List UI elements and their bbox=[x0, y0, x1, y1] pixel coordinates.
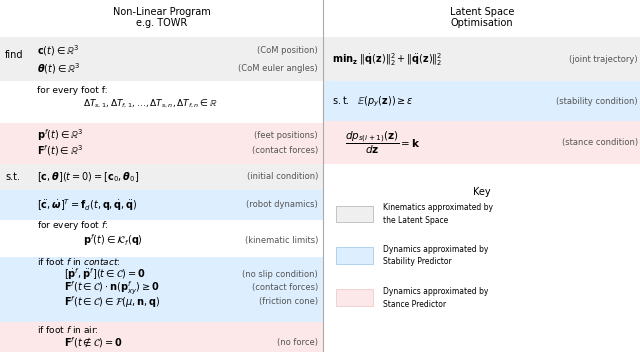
Text: $[\mathbf{c}, \boldsymbol{\theta}](t=0) = [\mathbf{c}_0, \boldsymbol{\theta}_0]$: $[\mathbf{c}, \boldsymbol{\theta}](t=0) … bbox=[37, 170, 140, 184]
Text: $\mathbf{p}^f(t) \in \mathcal{K}_f(\mathbf{q})$: $\mathbf{p}^f(t) \in \mathcal{K}_f(\math… bbox=[83, 232, 143, 248]
Bar bbox=[0, 164, 323, 190]
Bar bbox=[324, 121, 640, 164]
Text: e.g. TOWR: e.g. TOWR bbox=[136, 18, 188, 28]
Text: $\mathbf{min_z}\ \|\dot{\mathbf{q}}(\mathbf{z})\|_2^2 + \|\ddot{\mathbf{q}}(\mat: $\mathbf{min_z}\ \|\dot{\mathbf{q}}(\mat… bbox=[332, 51, 442, 68]
Text: Key: Key bbox=[474, 187, 491, 197]
Text: (contact forces): (contact forces) bbox=[252, 283, 318, 293]
Bar bbox=[324, 81, 640, 121]
Bar bbox=[0, 123, 323, 164]
Bar bbox=[336, 247, 373, 264]
Text: (CoM position): (CoM position) bbox=[257, 46, 318, 55]
Bar bbox=[336, 289, 373, 306]
Text: Optimisation: Optimisation bbox=[451, 18, 513, 28]
Text: (feet positions): (feet positions) bbox=[255, 131, 318, 140]
Text: $\mathbf{F}^f(t) \in \mathbb{R}^3$: $\mathbf{F}^f(t) \in \mathbb{R}^3$ bbox=[37, 143, 83, 158]
Text: (friction cone): (friction cone) bbox=[259, 297, 318, 306]
Text: $\mathbf{p}^f(t) \in \mathbb{R}^3$: $\mathbf{p}^f(t) \in \mathbb{R}^3$ bbox=[37, 127, 84, 143]
Text: (stance condition): (stance condition) bbox=[562, 138, 638, 147]
Bar bbox=[0, 257, 323, 322]
Text: if foot $f$ in $\mathit{contact}$:: if foot $f$ in $\mathit{contact}$: bbox=[37, 256, 121, 268]
Text: (stability condition): (stability condition) bbox=[556, 97, 638, 106]
Text: (kinematic limits): (kinematic limits) bbox=[244, 235, 318, 245]
Text: (CoM euler angles): (CoM euler angles) bbox=[239, 64, 318, 73]
Text: $\boldsymbol{\theta}(t) \in \mathbb{R}^3$: $\boldsymbol{\theta}(t) \in \mathbb{R}^3… bbox=[37, 61, 81, 76]
Bar bbox=[0, 37, 323, 81]
Bar bbox=[0, 322, 323, 352]
Text: $\dfrac{dp_{s(i+1)}(\mathbf{z})}{d\mathbf{z}} = \mathbf{k}$: $\dfrac{dp_{s(i+1)}(\mathbf{z})}{d\mathb… bbox=[345, 129, 420, 156]
Bar bbox=[336, 206, 373, 222]
Text: $\mathbf{F}^f(t \notin \mathcal{C}) = \mathbf{0}$: $\mathbf{F}^f(t \notin \mathcal{C}) = \m… bbox=[64, 335, 123, 350]
Text: Dynamics approximated by
Stability Predictor: Dynamics approximated by Stability Predi… bbox=[383, 245, 488, 266]
Text: find: find bbox=[5, 50, 24, 59]
Text: Non-Linear Program: Non-Linear Program bbox=[113, 7, 211, 17]
Bar bbox=[0, 81, 323, 123]
Bar bbox=[0, 190, 323, 220]
Text: for every foot $f$:: for every foot $f$: bbox=[37, 219, 108, 232]
Text: $\mathbf{F}^f(t \in \mathcal{C}) \cdot \mathbf{n}(\mathbf{p}^f_{xy}) \geq \mathb: $\mathbf{F}^f(t \in \mathcal{C}) \cdot \… bbox=[64, 279, 160, 297]
Text: $\Delta T_{s,1}, \Delta T_{f,1},\ldots, \Delta T_{s,n}, \Delta T_{f,n} \in \math: $\Delta T_{s,1}, \Delta T_{f,1},\ldots, … bbox=[83, 98, 218, 110]
Text: $[\dot{\mathbf{p}}^f, \ddot{\mathbf{p}}^f](t \in \mathcal{C}) = \mathbf{0}$: $[\dot{\mathbf{p}}^f, \ddot{\mathbf{p}}^… bbox=[64, 267, 146, 282]
Text: if foot $f$ in air:: if foot $f$ in air: bbox=[37, 323, 99, 335]
Text: Dynamics approximated by
Stance Predictor: Dynamics approximated by Stance Predicto… bbox=[383, 287, 488, 309]
Text: (no force): (no force) bbox=[277, 338, 318, 347]
Text: for every foot f:: for every foot f: bbox=[37, 86, 108, 95]
Text: $\mathbf{c}(t) \in \mathbb{R}^3$: $\mathbf{c}(t) \in \mathbb{R}^3$ bbox=[37, 43, 80, 58]
Text: (no slip condition): (no slip condition) bbox=[243, 270, 318, 279]
Bar bbox=[0, 220, 323, 257]
Text: Latent Space: Latent Space bbox=[450, 7, 515, 17]
Text: $\mathrm{s.t.}\ \ \mathbb{E}(p_y(\mathbf{z})) \geq \epsilon$: $\mathrm{s.t.}\ \ \mathbb{E}(p_y(\mathbf… bbox=[332, 94, 414, 108]
Text: (contact forces): (contact forces) bbox=[252, 146, 318, 155]
Text: (joint trajectory): (joint trajectory) bbox=[570, 55, 638, 64]
Text: s.t.: s.t. bbox=[5, 172, 20, 182]
Text: (robot dynamics): (robot dynamics) bbox=[246, 200, 318, 209]
Text: $\mathbf{F}^f(t \in \mathcal{C}) \in \mathcal{F}(\mu, \mathbf{n}, \mathbf{q})$: $\mathbf{F}^f(t \in \mathcal{C}) \in \ma… bbox=[64, 294, 160, 309]
Bar bbox=[324, 37, 640, 81]
Text: Kinematics approximated by
the Latent Space: Kinematics approximated by the Latent Sp… bbox=[383, 203, 493, 225]
Text: $[\ddot{\mathbf{c}}, \dot{\boldsymbol{\omega}}]^T = \mathbf{f}_d(t, \mathbf{q}, : $[\ddot{\mathbf{c}}, \dot{\boldsymbol{\o… bbox=[37, 197, 138, 213]
Text: (initial condition): (initial condition) bbox=[246, 172, 318, 181]
